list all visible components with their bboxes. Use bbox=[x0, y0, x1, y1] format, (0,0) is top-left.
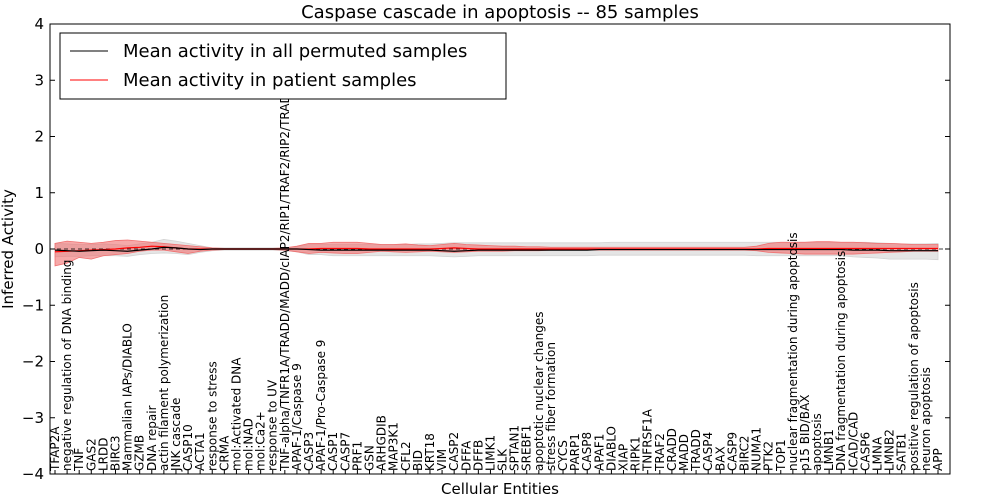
x-tick-label: mol:NAD bbox=[242, 418, 256, 471]
x-tick-label: RIPK1 bbox=[629, 436, 643, 471]
x-tick-label: APAF-1/Caspase 9 bbox=[290, 363, 304, 471]
legend-label-permuted: Mean activity in all permuted samples bbox=[123, 41, 467, 62]
x-tick-label: KRT18 bbox=[423, 433, 437, 471]
y-tick-label: 1 bbox=[34, 184, 44, 202]
x-tick-label: CASP3 bbox=[302, 432, 316, 471]
x-tick-label: APP bbox=[931, 448, 945, 471]
x-tick-label: MADD bbox=[677, 434, 691, 471]
x-tick-label: TRADD bbox=[689, 429, 703, 472]
series-line-permuted bbox=[54, 246, 938, 252]
y-tick-label: 3 bbox=[34, 71, 44, 89]
x-tick-label: DNA fragmentation during apoptosis bbox=[834, 251, 848, 471]
x-tick-label: negative regulation of DNA binding bbox=[60, 260, 74, 471]
x-tick-label: LMNB2 bbox=[883, 429, 897, 471]
legend-label-patient: Mean activity in patient samples bbox=[123, 70, 417, 91]
x-tick-label: TOP1 bbox=[774, 439, 788, 472]
x-tick-label: DFFB bbox=[471, 440, 485, 471]
x-tick-label: XIAP bbox=[617, 444, 631, 471]
x-tick-label: apoptotic nuclear changes bbox=[532, 312, 546, 471]
x-tick-label: TFAP2A bbox=[48, 426, 62, 472]
x-tick-label: LMNB1 bbox=[822, 429, 836, 471]
x-tick-label: APAF-1/Pro-Caspase 9 bbox=[314, 340, 328, 471]
x-tick-label: CASP4 bbox=[701, 432, 715, 471]
x-tick-label: CASP8 bbox=[580, 432, 594, 471]
x-tick-label: NUMA1 bbox=[750, 427, 764, 471]
x-tick-label: positive regulation of apoptosis bbox=[907, 282, 921, 471]
x-tick-label: response to UV bbox=[266, 379, 280, 471]
x-tick-label: BIRC3 bbox=[108, 435, 122, 471]
x-tick-label: Mammalian IAPs/DIABLO bbox=[121, 323, 135, 471]
x-tick-label: DNA repair bbox=[145, 405, 159, 471]
x-tick-label: CASP9 bbox=[725, 432, 739, 471]
x-axis-label: Cellular Entities bbox=[441, 480, 559, 498]
legend-box bbox=[59, 32, 507, 100]
x-tick-label: apoptosis bbox=[810, 413, 824, 471]
x-tick-label: ICAD/CAD bbox=[846, 412, 860, 471]
x-tick-label: CASP2 bbox=[447, 432, 461, 471]
x-tick-label: SPTAN1 bbox=[508, 425, 522, 471]
legend: Mean activity in all permuted samples Me… bbox=[59, 32, 507, 100]
x-tick-label: BIRC2 bbox=[737, 435, 751, 471]
x-tick-label: JNK cascade bbox=[169, 398, 183, 472]
x-tick-label: response to stress bbox=[205, 361, 219, 471]
x-tick-label: ARHGDIB bbox=[375, 415, 389, 471]
y-tick-label: −1 bbox=[22, 296, 44, 314]
x-tick-label: GSN bbox=[362, 445, 376, 471]
x-tick-label: actin filament polymerization bbox=[157, 295, 171, 471]
x-tick-label: APAF1 bbox=[592, 434, 606, 471]
x-tick-label: PRF1 bbox=[350, 441, 364, 471]
x-tick-label: VIM bbox=[435, 449, 449, 471]
x-tick-label: SLK bbox=[496, 448, 510, 471]
x-tick-label: CASP7 bbox=[338, 432, 352, 471]
x-tick-label: stress fiber formation bbox=[544, 342, 558, 471]
axis-ticks: 4 3 2 1 0 −1 −2 −3 −4 bbox=[22, 15, 950, 483]
x-tick-label: CYCS bbox=[556, 440, 570, 471]
x-tick-label: CRMA bbox=[217, 435, 231, 471]
chart-title: Caspase cascade in apoptosis -- 85 sampl… bbox=[301, 2, 699, 23]
y-tick-label: −2 bbox=[22, 353, 44, 371]
x-tick-label: LRDD bbox=[96, 437, 110, 471]
x-tick-label: TNF-alpha/TNFR1A/TRADD/MADD/cIAP2/RIP1/T… bbox=[278, 85, 292, 472]
y-tick-label: −4 bbox=[22, 465, 44, 483]
x-tick-label: CFL2 bbox=[399, 441, 413, 471]
x-tick-label: DFFA bbox=[459, 440, 473, 471]
x-tick-label: CASP1 bbox=[326, 432, 340, 471]
x-tick-label: SREBF1 bbox=[520, 425, 534, 471]
x-tick-label: SATB1 bbox=[895, 433, 909, 471]
x-tick-label: nuclear fragmentation during apoptosis bbox=[786, 232, 800, 471]
x-tick-label: CASP6 bbox=[858, 432, 872, 471]
x-tick-label: BAX bbox=[713, 446, 727, 471]
x-tick-label: GAS2 bbox=[84, 438, 98, 471]
x-tick-label: p15 BID/BAX bbox=[798, 395, 812, 471]
y-tick-label: 2 bbox=[34, 128, 44, 146]
x-tick-label: ACTA1 bbox=[193, 432, 207, 471]
x-tick-label: TNF bbox=[72, 448, 86, 472]
x-tick-label: BID bbox=[411, 450, 425, 471]
y-tick-label: −3 bbox=[22, 409, 44, 427]
x-tick-label: neuron apoptosis bbox=[919, 367, 933, 471]
x-tick-label: PTK2 bbox=[762, 441, 776, 471]
x-tick-label: mol:Activated DNA bbox=[229, 357, 243, 471]
x-tick-label: CRADD bbox=[665, 428, 679, 471]
x-tick-label: mol:Ca2+ bbox=[254, 411, 268, 471]
y-axis-label: Inferred Activity bbox=[0, 189, 17, 309]
x-tick-label: CASP10 bbox=[181, 424, 195, 471]
x-tick-label: TNFRSF1A bbox=[641, 408, 655, 472]
x-tick-label: TRAF2 bbox=[653, 433, 667, 472]
x-tick-label: LMNA bbox=[871, 436, 885, 471]
y-tick-label: 4 bbox=[34, 15, 44, 33]
x-tick-label: DIABLO bbox=[604, 426, 618, 471]
y-tick-label: 0 bbox=[34, 240, 44, 258]
x-tick-label: PARP1 bbox=[568, 433, 582, 471]
x-tick-label: MAP3K1 bbox=[387, 422, 401, 471]
x-tick-label: GZMB bbox=[133, 435, 147, 471]
x-tick-label: LIMK1 bbox=[483, 435, 497, 471]
